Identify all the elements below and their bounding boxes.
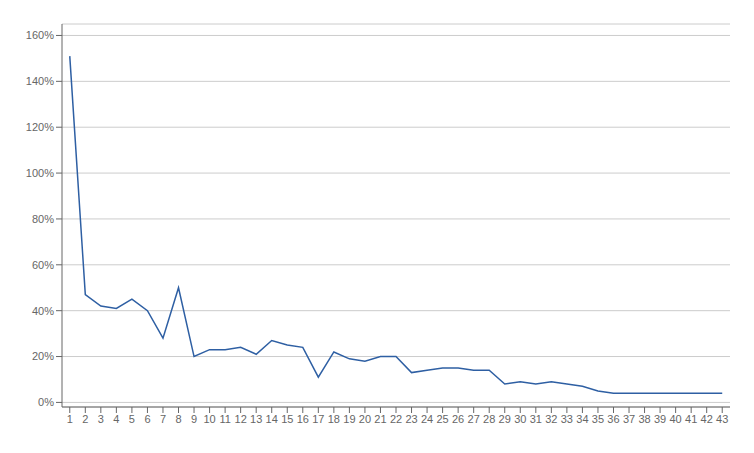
svg-text:21: 21 (374, 413, 386, 425)
svg-text:20%: 20% (32, 350, 54, 362)
svg-text:35: 35 (592, 413, 604, 425)
svg-text:14: 14 (266, 413, 278, 425)
svg-text:4: 4 (113, 413, 119, 425)
svg-text:140%: 140% (26, 75, 54, 87)
svg-text:30: 30 (514, 413, 526, 425)
svg-text:22: 22 (390, 413, 402, 425)
svg-text:20: 20 (359, 413, 371, 425)
svg-text:120%: 120% (26, 121, 54, 133)
svg-text:60%: 60% (32, 259, 54, 271)
svg-text:18: 18 (328, 413, 340, 425)
svg-text:40%: 40% (32, 305, 54, 317)
svg-text:37: 37 (623, 413, 635, 425)
svg-text:80%: 80% (32, 213, 54, 225)
svg-text:41: 41 (685, 413, 697, 425)
svg-text:11: 11 (219, 413, 230, 425)
svg-text:25: 25 (436, 413, 448, 425)
svg-text:40: 40 (670, 413, 682, 425)
svg-text:10: 10 (203, 413, 215, 425)
svg-text:32: 32 (545, 413, 557, 425)
svg-text:3: 3 (98, 413, 104, 425)
svg-text:160%: 160% (26, 29, 54, 41)
svg-text:8: 8 (175, 413, 181, 425)
svg-text:42: 42 (701, 413, 713, 425)
svg-text:100%: 100% (26, 167, 54, 179)
svg-text:9: 9 (191, 413, 197, 425)
svg-text:31: 31 (530, 413, 542, 425)
svg-text:43: 43 (716, 413, 728, 425)
svg-text:1: 1 (67, 413, 73, 425)
svg-text:34: 34 (576, 413, 588, 425)
svg-text:39: 39 (654, 413, 666, 425)
svg-text:5: 5 (129, 413, 135, 425)
svg-text:15: 15 (281, 413, 293, 425)
svg-text:33: 33 (561, 413, 573, 425)
svg-text:2: 2 (82, 413, 88, 425)
svg-text:36: 36 (607, 413, 619, 425)
svg-text:16: 16 (297, 413, 309, 425)
svg-text:24: 24 (421, 413, 433, 425)
svg-text:26: 26 (452, 413, 464, 425)
svg-text:38: 38 (638, 413, 650, 425)
svg-text:28: 28 (483, 413, 495, 425)
svg-text:0%: 0% (38, 396, 54, 408)
svg-text:7: 7 (160, 413, 166, 425)
svg-text:13: 13 (250, 413, 262, 425)
svg-text:23: 23 (405, 413, 417, 425)
svg-text:27: 27 (468, 413, 480, 425)
svg-text:12: 12 (235, 413, 247, 425)
svg-text:17: 17 (312, 413, 324, 425)
svg-text:6: 6 (144, 413, 150, 425)
svg-text:19: 19 (343, 413, 355, 425)
svg-text:29: 29 (499, 413, 511, 425)
